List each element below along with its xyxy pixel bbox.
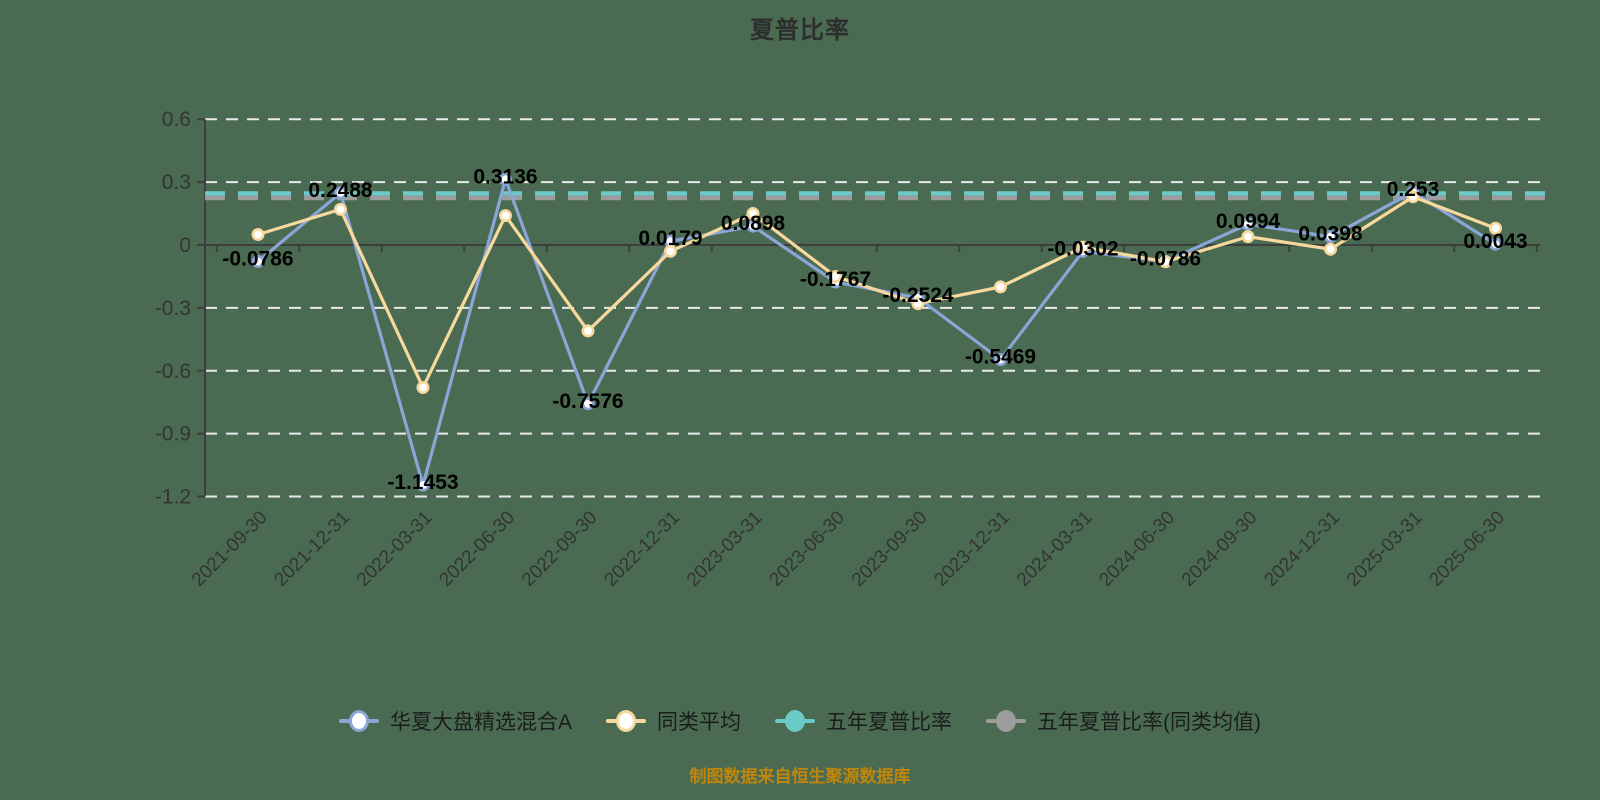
y-tick-label: -0.3: [155, 297, 191, 320]
legend-marker-icon: [775, 710, 815, 732]
data-point-marker-1[interactable]: [1076, 240, 1090, 254]
data-label: 0.3136: [473, 165, 537, 188]
data-label: -0.2524: [882, 284, 954, 307]
chart-legend: 华夏大盘精选混合A 同类平均 五年夏普比率 五年夏普比率(同类均值): [0, 706, 1600, 736]
x-axis-label: 2023-12-31: [930, 507, 1014, 591]
data-point-marker-1[interactable]: [746, 207, 760, 221]
x-axis-label: 2022-12-31: [600, 507, 684, 591]
data-label: 0.2488: [308, 179, 373, 202]
x-axis-label: 2023-06-30: [765, 507, 849, 591]
data-label: 0.0994: [1216, 210, 1281, 233]
data-label: 0.0398: [1298, 223, 1363, 246]
data-point-marker-1[interactable]: [1241, 230, 1255, 244]
data-source-note: 制图数据来自恒生聚源数据库: [689, 767, 911, 786]
data-point-marker-1[interactable]: [911, 297, 925, 311]
data-label: 0.0043: [1463, 230, 1527, 253]
x-axis-label: 2021-12-31: [270, 507, 354, 591]
legend-item-2[interactable]: 五年夏普比率: [775, 706, 952, 736]
data-point-marker-1[interactable]: [1159, 255, 1173, 269]
data-label: -0.0302: [1047, 237, 1118, 260]
x-axis-label: 2025-03-31: [1343, 507, 1427, 591]
data-point-marker-0[interactable]: [251, 254, 265, 268]
data-label: -1.1453: [387, 471, 458, 494]
data-point-marker-0[interactable]: [416, 478, 430, 492]
x-axis-label: 2024-12-31: [1260, 507, 1344, 591]
data-label: -0.0786: [1130, 247, 1201, 270]
data-point-marker-1[interactable]: [993, 280, 1007, 294]
data-point-marker-0[interactable]: [1241, 217, 1255, 231]
y-tick-label: 0.3: [162, 171, 191, 194]
x-axis-label: 2024-03-31: [1013, 507, 1097, 591]
legend-label: 同类平均: [657, 711, 741, 734]
legend-marker-icon: [338, 710, 379, 732]
legend-label: 五年夏普比率: [826, 711, 952, 734]
data-point-marker-0[interactable]: [746, 219, 760, 233]
legend-marker-icon: [606, 710, 646, 732]
x-axis-label: 2024-09-30: [1178, 507, 1262, 591]
y-tick-label: -1.2: [155, 486, 191, 509]
x-axis-label: 2022-09-30: [518, 507, 602, 591]
data-point-marker-0[interactable]: [1489, 237, 1503, 251]
data-label: -0.1767: [800, 268, 871, 291]
data-point-marker-1[interactable]: [663, 244, 677, 258]
data-label: 0.0179: [638, 227, 702, 250]
data-point-marker-1[interactable]: [1489, 221, 1503, 235]
sharpe-ratio-chart: 0.6 0.3 0 -0.3 -0.6 -0.9 -1.22021-09-302021-12…: [155, 108, 1545, 591]
data-point-marker-0[interactable]: [1324, 230, 1338, 244]
y-tick-label: -0.9: [155, 423, 191, 446]
data-point-marker-1[interactable]: [1406, 190, 1420, 204]
legend-item-0[interactable]: 华夏大盘精选混合A: [338, 706, 572, 736]
x-axis-label: 2023-03-31: [683, 507, 767, 591]
x-axis-label: 2023-09-30: [848, 507, 932, 591]
data-label: -0.7576: [552, 390, 623, 413]
data-point-marker-1[interactable]: [581, 324, 595, 338]
data-point-marker-1[interactable]: [828, 269, 842, 283]
data-label: -0.0786: [222, 247, 293, 270]
data-point-marker-1[interactable]: [251, 228, 265, 242]
data-label: 0.253: [1387, 178, 1440, 201]
data-label: 0.0898: [721, 212, 786, 235]
data-point-marker-1[interactable]: [416, 381, 430, 395]
data-point-marker-0[interactable]: [993, 353, 1007, 367]
legend-marker-icon: [986, 710, 1026, 732]
x-axis-label: 2022-06-30: [435, 507, 519, 591]
legend-item-1[interactable]: 同类平均: [606, 706, 741, 736]
legend-label: 五年夏普比率(同类均值): [1037, 711, 1261, 734]
x-axis-label: 2021-09-30: [188, 507, 272, 591]
y-tick-label: 0.6: [162, 108, 191, 131]
legend-label: 华夏大盘精选混合A: [389, 711, 572, 734]
series-line-1: [256, 195, 1498, 390]
data-label: -0.5469: [965, 346, 1036, 369]
data-point-marker-1[interactable]: [333, 202, 347, 216]
legend-item-3[interactable]: 五年夏普比率(同类均值): [986, 706, 1261, 736]
data-point-marker-0[interactable]: [333, 186, 347, 200]
x-axis-label: 2025-06-30: [1425, 507, 1509, 591]
y-tick-label: -0.6: [155, 360, 191, 383]
data-point-marker-1[interactable]: [1324, 242, 1338, 256]
data-point-marker-0[interactable]: [498, 172, 512, 186]
x-axis-label: 2022-03-31: [353, 507, 437, 591]
x-axis-label: 2024-06-30: [1095, 507, 1179, 591]
data-point-marker-1[interactable]: [498, 209, 512, 223]
y-tick-label: 0: [179, 234, 191, 257]
chart-title: 夏普比率: [750, 17, 850, 44]
data-point-marker-0[interactable]: [581, 397, 595, 411]
